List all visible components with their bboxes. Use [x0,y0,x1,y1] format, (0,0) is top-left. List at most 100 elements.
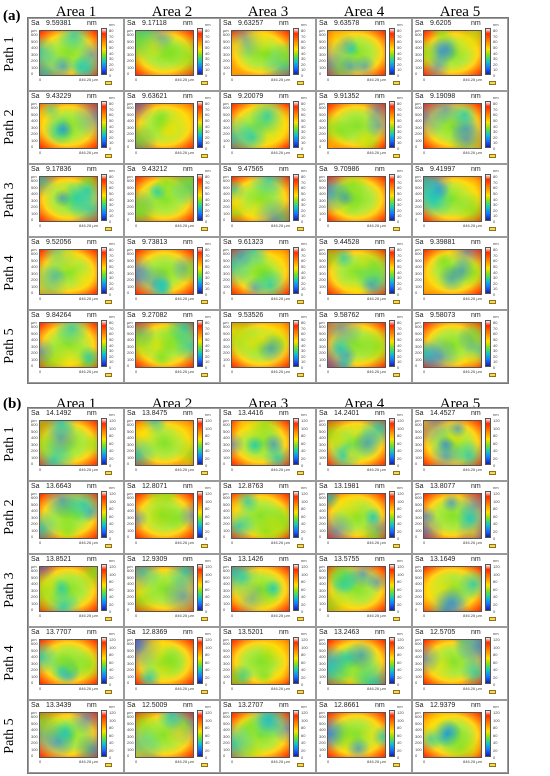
colorbar-tick-label: 60 [205,39,210,45]
y-tick-label: 300 [319,343,326,349]
colorbar-tick-label: 50 [493,44,498,50]
sa-value: 9.63621 [142,93,168,100]
x-tick-label: 0 [423,467,426,472]
sa-label: Sa [415,702,424,709]
y-tick-label: 0 [415,217,418,222]
colorbar-tick-label: 10 [493,286,498,292]
y-tick-label: 100 [223,600,230,606]
colorbar-tick-label: 100 [493,644,500,650]
y-tick-label: 600 [415,32,422,37]
row-header-path: Path 5 [2,327,17,364]
x-tick-label: 0 [135,467,138,472]
y-tick-label: 200 [223,277,230,282]
scale-swatch [201,81,208,85]
colorbar-tick-label: 50 [205,117,210,123]
colorbar-unit: nm [205,168,211,173]
y-tick-label: 300 [415,587,422,593]
colorbar-tick-label: 30 [109,56,114,62]
sa-value: 13.8077 [430,483,456,490]
y-tick-label: 0 [31,607,34,612]
colorbar-tick-label: 0 [205,463,208,468]
y-tick-label: 600 [415,105,422,110]
y-tick-label: 500 [319,330,326,336]
roughness-height-map [39,322,98,368]
sa-unit: nm [279,702,289,709]
y-tick-label: 200 [319,594,326,599]
colorbar-tick-label: 0 [493,463,496,468]
y-tick-label: 0 [319,217,322,222]
y-tick-label: 400 [415,727,422,732]
surface-map-cell: Sa 9.19098 nm µm 600 500 400 300 200 100 0 0 846.26 … [412,91,508,164]
y-tick-label: 100 [223,673,230,679]
sa-value: 13.1426 [238,556,264,563]
sa-unit: nm [87,702,97,709]
colorbar-unit: nm [301,22,307,27]
colorbar-unit: nm [397,704,403,709]
colorbar-tick-label: 10 [301,213,306,219]
colorbar-tick-label: 60 [301,39,306,45]
colorbar-tick-label: 80 [205,101,210,106]
sa-value: 13.2707 [238,702,264,709]
x-extent-label: 846.26 µm [175,686,194,691]
y-tick-label: 300 [319,124,326,130]
colorbar-tick-label: 80 [493,101,498,106]
colorbar-tick-label: 0 [109,755,112,760]
colorbar-tick-label: 40 [301,740,306,745]
y-tick-label: 500 [127,501,134,507]
scale-swatch [393,690,400,694]
colorbar-tick-label: 20 [397,353,402,359]
axis-unit: µm [127,320,133,325]
y-tick-label: 600 [223,105,230,110]
y-tick-label: 600 [223,32,230,37]
y-tick-label: 300 [31,441,38,447]
sa-unit: nm [87,483,97,490]
colorbar-tick-label: 30 [301,275,306,281]
colorbar-tick-label: 10 [397,359,402,365]
y-tick-label: 0 [319,144,322,149]
y-tick-label: 600 [127,422,134,427]
y-tick-label: 0 [415,290,418,295]
x-tick-label: 0 [39,467,42,472]
axis-unit: µm [415,174,421,179]
y-tick-label: 600 [127,495,134,500]
roughness-height-map [327,712,386,758]
y-tick-label: 0 [31,290,34,295]
axis-unit: µm [223,101,229,106]
colorbar-tick-label: 20 [493,134,498,140]
surface-map-cell: Sa 13.4416 nm µm 600 500 400 300 200 100 0 0 846.26 … [220,408,316,481]
colorbar-tick-label: 10 [109,67,114,73]
colorbar-tick-label: 10 [109,213,114,219]
colorbar-tick-label: 20 [205,674,210,680]
axis-unit: µm [319,28,325,33]
colorbar [197,637,203,684]
y-tick-label: 0 [319,71,322,76]
colorbar-tick-label: 10 [205,286,210,292]
colorbar-unit: nm [109,314,115,319]
y-tick-label: 500 [415,720,422,726]
sa-label: Sa [127,312,136,319]
colorbar-tick-label: 20 [301,61,306,67]
sa-unit: nm [183,410,193,417]
sa-label: Sa [127,556,136,563]
roughness-height-map [39,639,98,685]
colorbar [197,418,203,465]
y-tick-label: 100 [415,600,422,606]
colorbar [293,418,299,465]
x-tick-label: 0 [423,150,426,155]
y-tick-label: 500 [319,38,326,44]
sa-value: 9.58762 [334,312,360,319]
x-extent-label: 846.26 µm [367,613,386,618]
colorbar-unit: nm [493,485,499,490]
surface-map-cell: Sa 9.73813 nm µm 600 500 400 300 200 100 0 0 846.26 … [124,237,220,310]
y-tick-label: 500 [319,111,326,117]
colorbar-tick-label: 60 [205,659,210,665]
y-tick-label: 600 [223,714,230,719]
colorbar-tick-label: 10 [205,359,210,365]
colorbar-tick-label: 80 [493,174,498,179]
colorbar-tick-label: 20 [205,353,210,359]
surface-map-cell: Sa 9.47565 nm µm 600 500 400 300 200 100 0 0 846.26 … [220,164,316,237]
colorbar-tick-label: 60 [397,331,402,337]
y-tick-label: 400 [127,654,134,659]
colorbar-tick-label: 40 [109,196,114,202]
colorbar-unit: nm [301,95,307,100]
